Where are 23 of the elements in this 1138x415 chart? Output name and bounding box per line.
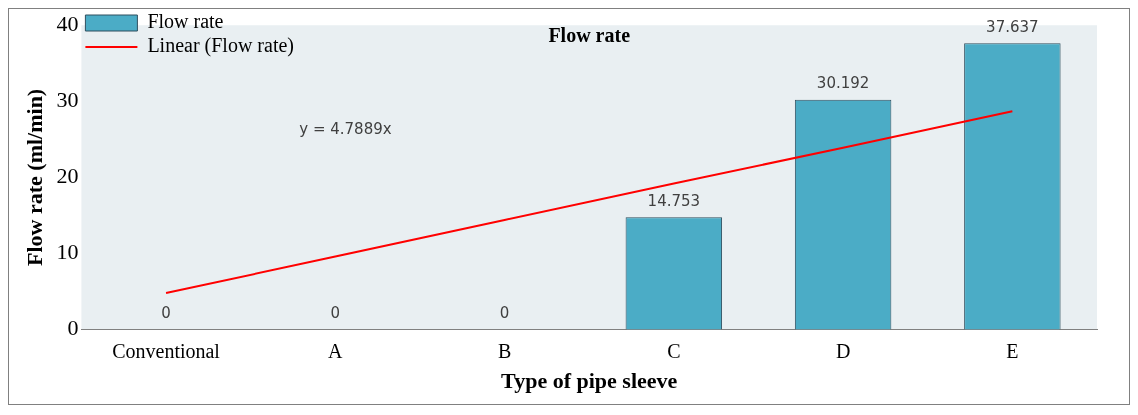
legend-label: Linear (Flow rate) xyxy=(147,34,295,58)
y-tick-label: 10 xyxy=(56,239,79,265)
x-axis-title: Type of pipe sleeve xyxy=(501,368,678,394)
data-label: 0 xyxy=(499,303,510,322)
annotation: y = 4.7889x xyxy=(299,120,392,139)
data-label: 14.753 xyxy=(647,191,701,210)
y-tick-label: 30 xyxy=(56,87,79,113)
chart-title: Flow rate xyxy=(548,24,631,47)
legend-label: Flow rate xyxy=(147,10,224,33)
data-label: 0 xyxy=(161,303,171,322)
data-label: 37.637 xyxy=(986,17,1039,36)
x-tick-label: A xyxy=(328,339,344,362)
data-label: 30.192 xyxy=(816,74,870,93)
y-axis-title: Flow rate (ml/min) xyxy=(21,88,47,266)
x-tick-label: B xyxy=(497,339,512,362)
data-label: 0 xyxy=(330,303,341,322)
x-tick-label: D xyxy=(835,339,851,362)
y-tick-label: 20 xyxy=(56,163,79,189)
x-tick-label: E xyxy=(1006,339,1019,362)
x-tick-label: Conventional xyxy=(112,339,221,362)
y-tick-label: 40 xyxy=(56,10,79,36)
y-tick-label: 0 xyxy=(67,315,79,341)
x-tick-label: C xyxy=(667,339,681,362)
